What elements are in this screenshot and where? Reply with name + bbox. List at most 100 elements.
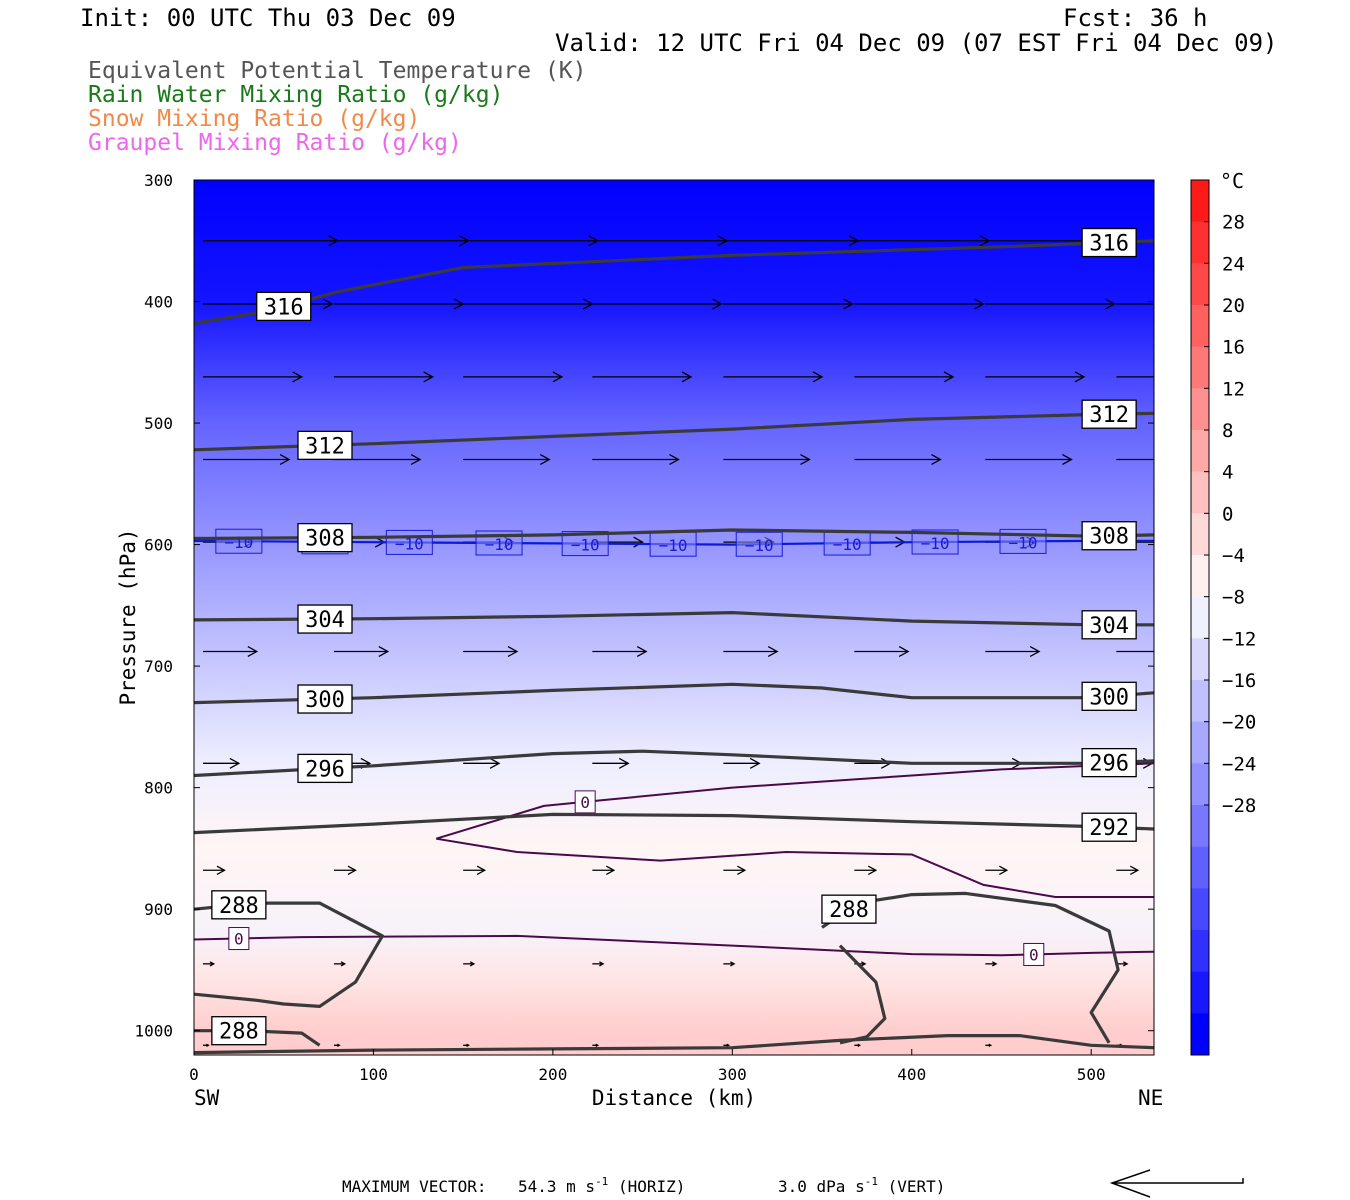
theta-e-label-box bbox=[297, 604, 353, 634]
colorbar-tick-label: 12 bbox=[1222, 378, 1245, 400]
wind-vector-head bbox=[322, 298, 334, 310]
wind-vector bbox=[985, 865, 1009, 875]
isotherm-label-text: −10 bbox=[1009, 533, 1038, 552]
theta-e-label-text: 308 bbox=[1089, 525, 1129, 550]
wind-vector-head bbox=[423, 371, 435, 383]
wind-vector bbox=[1116, 303, 1154, 305]
theta-e-label-box bbox=[211, 1016, 267, 1046]
wind-vector bbox=[723, 646, 779, 658]
theta-e-label: 304 bbox=[297, 604, 353, 634]
x-axis-tick-label: 100 bbox=[359, 1065, 388, 1084]
isotherm-label-text: −10 bbox=[571, 536, 600, 555]
init-time-label: Init: 00 UTC Thu 03 Dec 09 bbox=[80, 4, 456, 32]
isotherm-label-box bbox=[823, 530, 871, 556]
isotherm-zero bbox=[435, 762, 1154, 840]
wind-vector-head bbox=[988, 1043, 993, 1047]
wind-vector bbox=[202, 961, 216, 967]
axes-layer: 300 400 500 600 700 800 900 1000 0 100 200 300 400 50… bbox=[134, 171, 1154, 1084]
wind-vector-head bbox=[730, 961, 736, 967]
wind-vector-head bbox=[378, 646, 390, 658]
isotherm-label-text: 0 bbox=[234, 930, 244, 949]
isotherm-label-box bbox=[649, 531, 697, 557]
isotherm-label-text: −10 bbox=[745, 536, 774, 555]
isotherm-label-text: −10 bbox=[921, 534, 950, 553]
theta-e-label-box bbox=[297, 522, 353, 553]
theta-e-label-text: 288 bbox=[829, 898, 869, 923]
wind-vector bbox=[463, 298, 594, 310]
wind-vector bbox=[854, 1043, 862, 1047]
theta-e-label: 316 bbox=[256, 291, 312, 322]
wind-vector-head bbox=[812, 371, 824, 383]
wind-vector bbox=[985, 1043, 993, 1047]
isotherm-label-text: −10 bbox=[659, 536, 688, 555]
wind-vector-head bbox=[552, 371, 564, 383]
colorbar-swatch bbox=[1191, 888, 1209, 931]
forecast-hour-label: Fcst: 36 h bbox=[1063, 4, 1208, 32]
wind-vector-head bbox=[999, 865, 1009, 875]
wind-vector bbox=[592, 757, 630, 769]
plot-frame bbox=[193, 179, 1155, 1056]
colorbar-tick-label: −4 bbox=[1222, 545, 1245, 567]
y-axis-tick-label: 700 bbox=[144, 657, 173, 676]
theta-e-label-box bbox=[256, 291, 312, 322]
legend-graupel: Graupel Mixing Ratio (g/kg) bbox=[88, 130, 462, 156]
isotherm-zero-label: 0 bbox=[228, 927, 250, 951]
wind-vector-head bbox=[209, 961, 216, 967]
wind-vector bbox=[723, 757, 761, 769]
wind-vector-head bbox=[633, 536, 644, 548]
wind-vector bbox=[592, 865, 616, 875]
wind-vector bbox=[463, 961, 476, 967]
x-axis-tick-label: 0 bbox=[189, 1065, 199, 1084]
theta-e-label-text: 304 bbox=[1089, 614, 1129, 639]
colorbar-swatch bbox=[1191, 180, 1209, 223]
theta-e-label-box bbox=[1081, 681, 1137, 711]
colorbar-tick-label: 8 bbox=[1222, 420, 1233, 442]
isotherm-zero-label: 0 bbox=[574, 790, 596, 814]
colorbar-swatch bbox=[1191, 471, 1209, 514]
colorbar-tick-label: 20 bbox=[1222, 295, 1245, 317]
wind-vector bbox=[985, 646, 1041, 658]
wind-vector-head bbox=[737, 865, 747, 875]
theta-e-label-text: 316 bbox=[1089, 232, 1129, 257]
wind-vector-head bbox=[410, 453, 422, 466]
theta-e-label-text: 288 bbox=[219, 1020, 259, 1045]
theta-e-label-text: 292 bbox=[1089, 816, 1129, 841]
theta-e-label: 312 bbox=[1081, 399, 1137, 429]
wind-vector-head bbox=[292, 371, 304, 383]
wind-vector-head bbox=[1123, 961, 1129, 967]
wind-vector-head bbox=[337, 1043, 341, 1047]
wind-vector bbox=[202, 453, 291, 466]
theta-e-label-box bbox=[297, 684, 353, 714]
isotherm-label-text: −10 bbox=[485, 535, 514, 554]
wind-vector bbox=[592, 1043, 600, 1047]
theta-e-label: 288 bbox=[211, 1016, 267, 1046]
theta-e-label: 300 bbox=[297, 684, 353, 714]
colorbar-tick-label: −20 bbox=[1222, 712, 1256, 734]
y-axis-tick-label: 300 bbox=[144, 171, 173, 190]
wind-vector-head bbox=[712, 298, 723, 310]
reference-vector-arrow bbox=[1109, 1169, 1244, 1198]
wind-vector bbox=[592, 646, 648, 658]
theta-e-label-text: 308 bbox=[305, 527, 345, 552]
wind-vector-head bbox=[898, 646, 910, 658]
theta-e-label-text: 304 bbox=[305, 608, 345, 633]
endpoint-right-label: NE bbox=[1138, 1086, 1163, 1110]
theta-e-label: 308 bbox=[297, 522, 353, 553]
wind-vector-head bbox=[1105, 298, 1116, 310]
isotherm-minus-10-label: −10 bbox=[823, 530, 871, 556]
isotherm-label-box bbox=[385, 529, 433, 555]
wind-vector bbox=[202, 757, 241, 769]
theta-e-label-box bbox=[1081, 399, 1137, 429]
wind-vector bbox=[1116, 376, 1154, 378]
wind-vector bbox=[463, 865, 487, 875]
wind-vector-head bbox=[749, 757, 761, 769]
theta-e-label: 292 bbox=[1081, 812, 1137, 842]
theta-e-contour bbox=[194, 1034, 1154, 1055]
wind-vector-head bbox=[1158, 537, 1167, 547]
theta-e-label: 308 bbox=[1081, 521, 1137, 551]
wind-vector-head bbox=[466, 1043, 470, 1047]
theta-e-label: 316 bbox=[1081, 227, 1137, 258]
colorbar-tick-label: −8 bbox=[1222, 587, 1245, 609]
wind-vector-head bbox=[595, 1043, 600, 1047]
